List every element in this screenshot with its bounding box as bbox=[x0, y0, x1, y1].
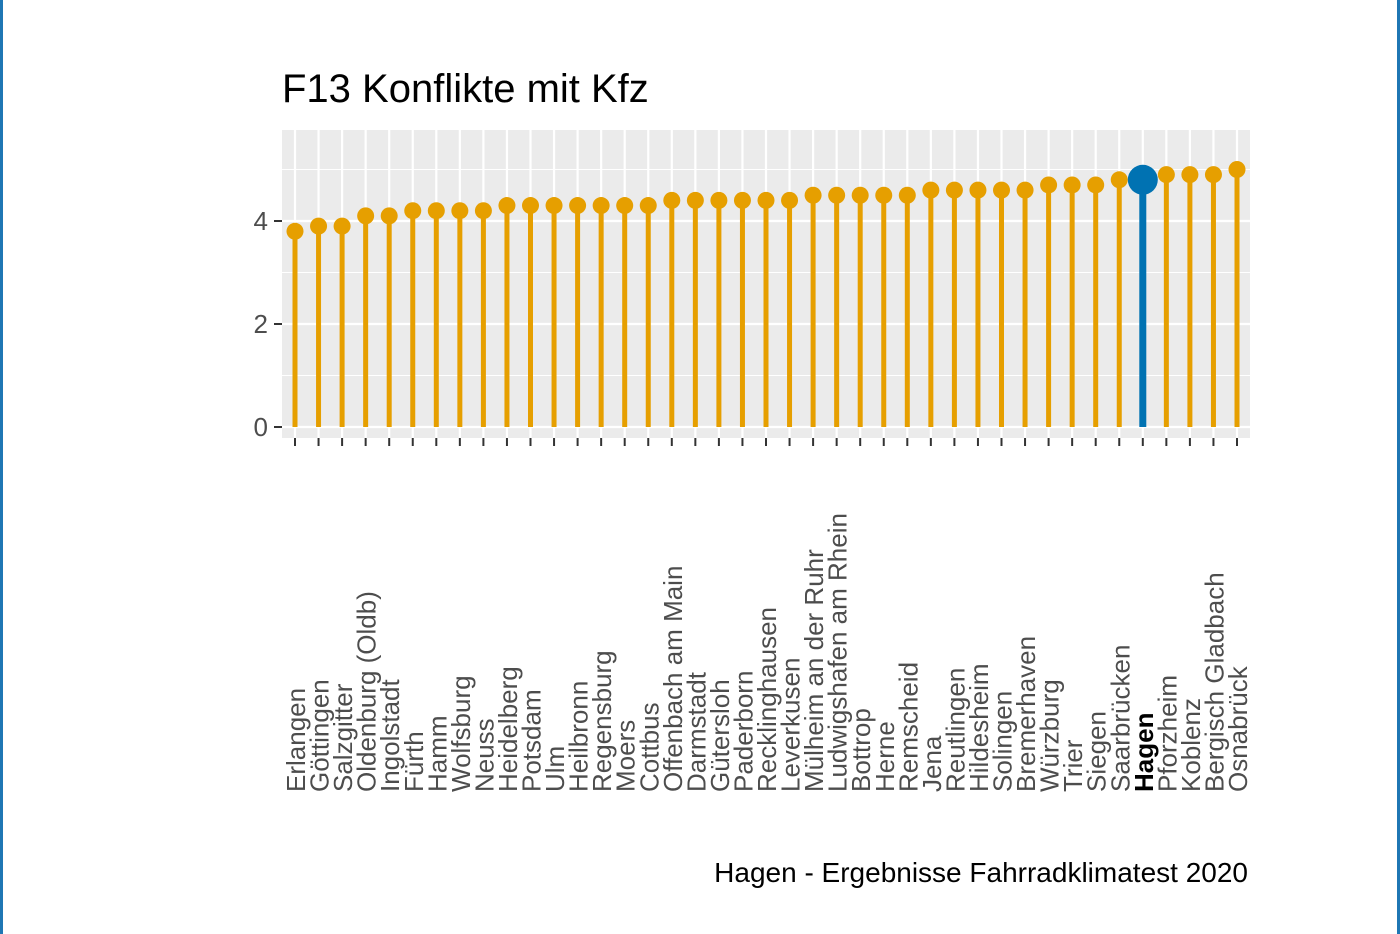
x-tick-label-salzgitter: Salzgitter bbox=[328, 683, 358, 792]
x-tick-label-ulm: Ulm bbox=[540, 746, 570, 792]
x-tick-label-trier: Trier bbox=[1058, 739, 1088, 792]
point-solingen bbox=[993, 181, 1010, 199]
x-tick-label-hildesheim: Hildesheim bbox=[964, 663, 994, 792]
point-recklinghausen bbox=[757, 191, 775, 209]
x-tick-label-regensburg: Regensburg bbox=[587, 650, 617, 792]
x-tick-label-heilbronn: Heilbronn bbox=[564, 681, 594, 792]
x-tick-label-pforzheim: Pforzheim bbox=[1152, 675, 1182, 792]
x-tick-label-recklinghausen: Recklinghausen bbox=[752, 607, 782, 792]
x-tick-label-osnabr-ck: Osnabrück bbox=[1223, 665, 1253, 792]
x-tick-label-paderborn: Paderborn bbox=[728, 671, 758, 792]
y-axis: 0 2 4 bbox=[254, 206, 282, 442]
x-tick-label-neuss: Neuss bbox=[469, 718, 499, 792]
point-jena bbox=[922, 181, 940, 199]
x-tick-label-remscheid: Remscheid bbox=[893, 662, 923, 792]
x-tick-label-moers: Moers bbox=[611, 720, 641, 792]
point-darmstadt bbox=[686, 191, 704, 209]
point-siegen bbox=[1087, 176, 1105, 194]
x-tick-label-darmstadt: Darmstadt bbox=[681, 671, 711, 792]
x-tick-label-erlangen: Erlangen bbox=[281, 688, 311, 792]
x-tick-label-wolfsburg: Wolfsburg bbox=[446, 675, 476, 792]
point-herne bbox=[875, 186, 893, 204]
point-reutlingen bbox=[945, 181, 963, 199]
point-regensburg bbox=[592, 197, 610, 215]
point-g-tersloh bbox=[710, 191, 728, 209]
x-tick-label-w-rzburg: Würzburg bbox=[1035, 679, 1065, 792]
x-tick-label-oldenburg-oldb-: Oldenburg (Oldb) bbox=[352, 591, 382, 792]
point-moers bbox=[616, 197, 634, 215]
x-tick-label-bottrop: Bottrop bbox=[846, 708, 876, 792]
point-hildesheim bbox=[969, 181, 987, 199]
x-tick-label-siegen: Siegen bbox=[1082, 711, 1112, 792]
x-tick-label-ingolstadt: Ingolstadt bbox=[375, 678, 405, 792]
x-tick-label-leverkusen: Leverkusen bbox=[776, 658, 806, 792]
point-hamm bbox=[427, 202, 445, 220]
x-tick-label-offenbach-am-main: Offenbach am Main bbox=[658, 566, 688, 792]
point-bergisch-gladbach bbox=[1204, 166, 1222, 184]
point-osnabr-ck bbox=[1228, 161, 1246, 178]
window-border-right bbox=[1397, 0, 1400, 934]
point-trier bbox=[1063, 176, 1081, 194]
point-cottbus bbox=[639, 197, 657, 215]
point-paderborn bbox=[733, 191, 751, 209]
x-tick-label-hamm: Hamm bbox=[422, 715, 452, 792]
x-tick-label-bergisch-gladbach: Bergisch Gladbach bbox=[1199, 572, 1229, 792]
point-m-lheim-an-der-ruhr bbox=[804, 186, 822, 204]
point-bottrop bbox=[851, 186, 869, 204]
x-tick-label-reutlingen: Reutlingen bbox=[940, 668, 970, 792]
x-tick-label-f-rth: Fürth bbox=[399, 731, 429, 792]
chart-title: F13 Konflikte mit Kfz bbox=[282, 67, 649, 111]
point-salzgitter bbox=[333, 217, 351, 235]
y-tick-label: 2 bbox=[254, 309, 268, 339]
x-tick-label-hagen: Hagen bbox=[1129, 713, 1159, 792]
point-koblenz bbox=[1181, 166, 1199, 184]
point-ludwigshafen-am-rhein bbox=[828, 186, 846, 204]
x-tick-label-cottbus: Cottbus bbox=[634, 702, 664, 792]
point-heidelberg bbox=[498, 197, 516, 215]
point-wolfsburg bbox=[451, 202, 469, 220]
x-tick-label-potsdam: Potsdam bbox=[517, 689, 547, 792]
x-tick-label-solingen: Solingen bbox=[988, 691, 1018, 792]
x-tick-label-saarbr-cken: Saarbrücken bbox=[1105, 645, 1135, 792]
x-axis-ticks bbox=[294, 438, 1238, 446]
point-leverkusen bbox=[781, 191, 799, 209]
point-heilbronn bbox=[569, 197, 587, 215]
x-tick-label-heidelberg: Heidelberg bbox=[493, 666, 523, 792]
point-remscheid bbox=[898, 186, 916, 204]
x-tick-label-g-tersloh: Gütersloh bbox=[705, 679, 735, 792]
point-f-rth bbox=[404, 202, 422, 220]
x-tick-label-jena: Jena bbox=[917, 735, 947, 792]
point-offenbach-am-main bbox=[663, 191, 681, 209]
point-hagen bbox=[1127, 164, 1158, 195]
x-tick-label-bremerhaven: Bremerhaven bbox=[1011, 636, 1041, 792]
point-g-ttingen bbox=[310, 217, 328, 235]
y-tick-label: 0 bbox=[254, 412, 268, 442]
x-tick-label-herne: Herne bbox=[870, 721, 900, 792]
x-tick-label-m-lheim-an-der-ruhr: Mülheim an der Ruhr bbox=[799, 549, 829, 792]
point-ulm bbox=[545, 197, 563, 215]
point-neuss bbox=[474, 202, 492, 220]
data-marks bbox=[286, 161, 1246, 427]
window-border-left bbox=[0, 0, 3, 934]
point-ingolstadt bbox=[380, 207, 398, 225]
point-oldenburg-oldb- bbox=[357, 207, 375, 225]
point-bremerhaven bbox=[1016, 181, 1034, 199]
point-potsdam bbox=[522, 197, 539, 215]
x-tick-label-g-ttingen: Göttingen bbox=[305, 679, 335, 792]
x-tick-label-koblenz: Koblenz bbox=[1176, 698, 1206, 792]
point-erlangen bbox=[286, 222, 304, 240]
x-tick-label-ludwigshafen-am-rhein: Ludwigshafen am Rhein bbox=[823, 513, 853, 792]
chart-caption: Hagen - Ergebnisse Fahrradklimatest 2020 bbox=[714, 857, 1248, 888]
point-w-rzburg bbox=[1040, 176, 1058, 194]
y-tick-label: 4 bbox=[254, 206, 268, 236]
point-pforzheim bbox=[1157, 166, 1175, 184]
point-saarbr-cken bbox=[1110, 171, 1128, 189]
